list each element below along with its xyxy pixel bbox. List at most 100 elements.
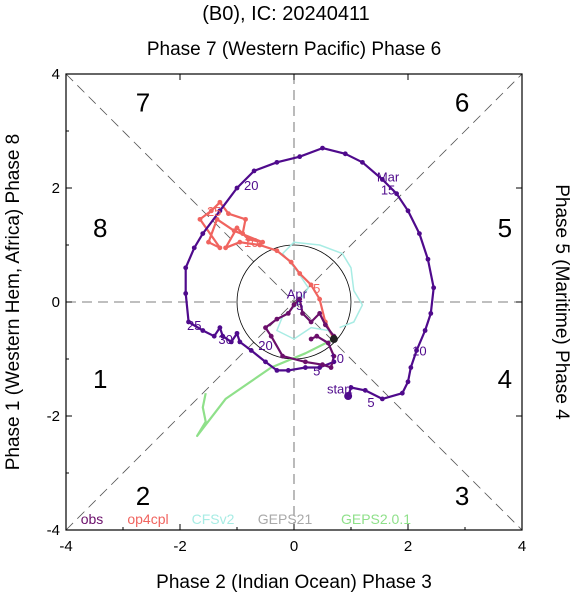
data-point <box>240 231 246 237</box>
phase-number: 6 <box>455 88 469 118</box>
legend-entry: CFSv2 <box>192 511 235 527</box>
ic-marker <box>329 335 338 344</box>
data-point <box>399 390 405 396</box>
data-point <box>206 239 211 245</box>
series-op4cpl <box>197 199 337 342</box>
data-point <box>183 291 189 296</box>
data-point <box>214 216 220 222</box>
data-point <box>243 216 248 222</box>
data-point <box>408 365 414 370</box>
data-point <box>268 333 274 339</box>
series-annotation: start <box>327 382 353 397</box>
x-tick-label: 4 <box>518 538 526 555</box>
data-point <box>394 191 399 197</box>
series-geps2-0-1 <box>196 338 335 437</box>
data-point <box>322 322 328 328</box>
data-point <box>362 387 368 393</box>
y-tick-label: 0 <box>52 294 60 311</box>
data-point <box>414 348 419 353</box>
x-tick-label: -2 <box>173 538 186 555</box>
data-point <box>417 231 422 237</box>
top-axis-label: Phase 7 (Western Pacific) Phase 6 <box>147 39 441 60</box>
y-tick-label: -4 <box>47 522 60 539</box>
plot-area: 1 2 3 4 5 6 7 8 <box>65 73 523 531</box>
data-point <box>285 311 291 316</box>
data-point <box>231 228 237 234</box>
data-point <box>405 379 411 385</box>
data-point <box>208 208 214 214</box>
data-point <box>431 285 437 291</box>
data-point <box>379 396 385 402</box>
data-point <box>317 296 323 302</box>
data-point <box>308 336 314 342</box>
series-annotation: 25 <box>187 318 201 333</box>
data-point <box>425 256 431 262</box>
data-point <box>200 231 206 237</box>
data-point <box>314 333 320 339</box>
data-point <box>217 199 223 205</box>
phase-number: 4 <box>498 364 512 394</box>
data-point <box>246 236 251 242</box>
series-annotation: 10 <box>412 343 426 358</box>
data-point <box>274 368 280 373</box>
start-marker <box>344 392 353 401</box>
series-layer <box>183 145 437 437</box>
series-annotation: 5 <box>313 281 320 296</box>
data-point <box>422 328 428 333</box>
phase-number: 8 <box>93 213 107 243</box>
data-point <box>251 168 257 174</box>
phase-number: 5 <box>498 213 512 243</box>
y-tick-label: 4 <box>52 66 60 83</box>
data-point <box>280 353 285 359</box>
data-point <box>200 328 206 333</box>
x-tick-label: 2 <box>404 538 412 555</box>
data-point <box>228 339 234 345</box>
data-point <box>348 385 354 390</box>
data-point <box>320 145 325 151</box>
data-point <box>186 319 191 325</box>
data-point <box>183 265 189 271</box>
series-annotation: Mar <box>377 170 400 185</box>
series-line <box>184 147 435 400</box>
data-point <box>331 353 337 359</box>
right-axis-label: Phase 5 (Maritime) Phase 4 <box>551 184 572 420</box>
data-point <box>211 333 217 339</box>
data-point <box>263 359 268 365</box>
data-point <box>405 208 411 214</box>
series-annotation: 30 <box>218 332 232 347</box>
data-point <box>197 216 203 222</box>
data-point <box>274 159 280 165</box>
data-point <box>297 296 303 302</box>
y-tick-label: 2 <box>52 180 60 197</box>
series-annotation: 10 <box>330 351 344 366</box>
x-axis-label: Phase 2 (Indian Ocean) Phase 3 <box>156 572 432 593</box>
data-point <box>308 319 314 325</box>
data-point <box>379 177 385 182</box>
series-annotation: 5 <box>367 395 374 410</box>
data-point <box>220 333 226 339</box>
series-annotation: Apr <box>287 286 308 301</box>
data-point <box>217 245 223 251</box>
series-obs <box>263 296 337 370</box>
x-tick-label: -4 <box>59 538 72 555</box>
data-point <box>297 154 303 160</box>
y-tick-label: -2 <box>47 408 60 425</box>
data-point <box>291 302 297 308</box>
data-point <box>226 211 231 217</box>
series-annotation: 20 <box>258 338 272 353</box>
tick-layer: -4-4 -2 -2 0 0 2 2 4 4 <box>47 66 527 555</box>
data-point <box>234 330 240 336</box>
series-annotation: 15 <box>381 183 395 198</box>
data-point <box>191 245 197 251</box>
data-point <box>217 208 223 214</box>
data-point <box>428 311 434 316</box>
data-point <box>274 248 280 254</box>
data-point <box>320 362 325 368</box>
data-point <box>308 282 314 288</box>
data-point <box>303 365 308 370</box>
phase-number: 3 <box>455 481 469 511</box>
series-annotation: 5 <box>296 298 303 313</box>
series-annotation: 25 <box>207 204 221 219</box>
data-point <box>317 311 323 316</box>
